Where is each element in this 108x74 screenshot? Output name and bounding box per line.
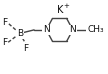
Text: N: N: [43, 25, 50, 34]
Text: F: F: [2, 38, 8, 47]
Text: K: K: [57, 5, 64, 15]
Text: +: +: [63, 3, 69, 9]
Text: B: B: [17, 29, 23, 38]
Text: F: F: [23, 44, 29, 53]
Text: F: F: [2, 18, 8, 27]
Text: N: N: [69, 25, 76, 34]
Text: CH₃: CH₃: [87, 25, 104, 34]
